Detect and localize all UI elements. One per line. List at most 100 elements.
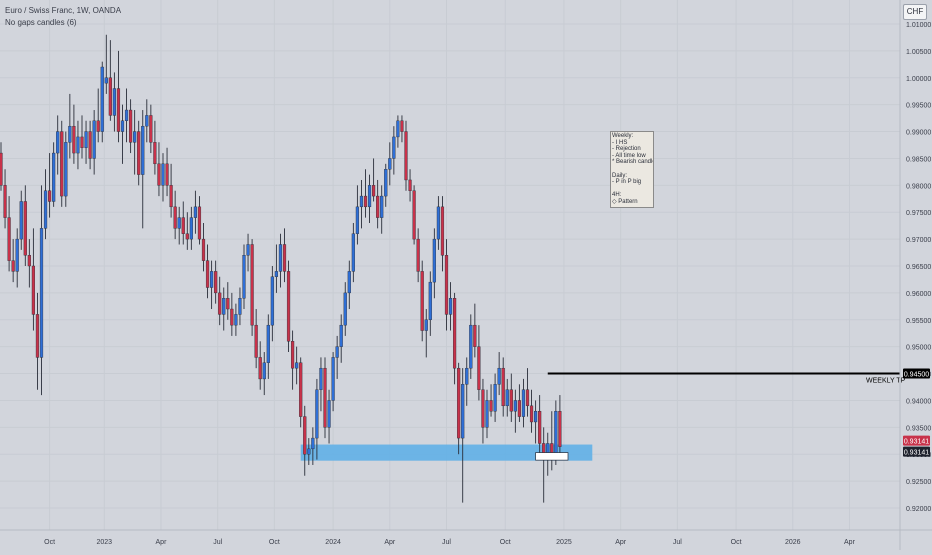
candle (525, 368, 530, 417)
candle-body (497, 367, 501, 385)
candle-body (193, 206, 197, 218)
time-axis[interactable]: Oct 2023 Apr Jul Oct 2024 Apr Jul Oct 2025 Apr Jul O… (0, 529, 932, 546)
time-tick-label: Jul (673, 539, 682, 546)
candle-body (145, 115, 149, 127)
candle (400, 115, 404, 143)
candle (112, 72, 116, 132)
candle (428, 271, 432, 336)
candle-body (218, 292, 222, 315)
candle-body (169, 185, 173, 208)
candle-body (558, 411, 562, 447)
highlight-box (535, 452, 569, 461)
candle-body (262, 362, 266, 380)
candle-body (116, 88, 121, 132)
price-tick-label: 0.92000 (906, 506, 931, 513)
candle-body (363, 195, 368, 208)
candle-body (189, 217, 193, 240)
candle (461, 368, 465, 503)
candle-body (205, 260, 210, 288)
close-price-label: 0.93141 (904, 450, 929, 457)
candle-body (327, 400, 331, 428)
tp-price-badge (903, 368, 930, 379)
candle (388, 142, 392, 186)
candle-body (355, 206, 359, 234)
candle-body (76, 136, 80, 154)
candle (505, 378, 509, 417)
candle-body (307, 448, 311, 455)
candle (214, 260, 218, 304)
candle-body (295, 362, 299, 369)
demand-zone (300, 444, 593, 461)
candle (0, 142, 3, 191)
candle-body (197, 206, 202, 240)
candle (497, 352, 501, 396)
candle-body (331, 357, 335, 401)
candle-body (432, 238, 436, 283)
note-line: - I HS (612, 139, 628, 146)
currency-badge[interactable]: CHF (903, 4, 927, 20)
candle (270, 266, 274, 342)
candle (185, 212, 189, 250)
candle (485, 389, 489, 439)
candle-body (149, 115, 153, 143)
candle (7, 196, 11, 272)
price-axis[interactable]: 1.01000 1.00500 1.00000 0.99500 0.99000 0.985… (899, 0, 931, 550)
candle-body (153, 142, 157, 165)
candle-body (529, 405, 534, 423)
note-line (612, 186, 652, 193)
candle (416, 228, 420, 283)
candle-body (311, 437, 315, 450)
candle (153, 120, 157, 175)
candle-body (92, 120, 96, 159)
candle (262, 352, 266, 396)
candle-body (335, 346, 339, 358)
time-tick-label: 2025 (556, 539, 572, 546)
indicator-label[interactable]: No gaps candles (6) (5, 18, 77, 27)
candle (509, 373, 513, 422)
candle-body (181, 217, 185, 234)
price-tick-label: 0.98500 (906, 156, 931, 163)
note-line (612, 166, 652, 173)
candle (299, 357, 303, 428)
price-tick-label: 0.95000 (906, 345, 931, 352)
last-price-badge (903, 435, 930, 446)
candle (448, 282, 453, 331)
candle (517, 384, 521, 422)
candle (396, 115, 400, 148)
candle-body (112, 88, 116, 116)
candle-body (270, 276, 274, 326)
candle-body (137, 131, 141, 175)
candle (534, 400, 538, 444)
candle (88, 120, 92, 170)
candle (311, 427, 315, 465)
candle-body (303, 416, 307, 455)
candle-body (23, 201, 27, 256)
candle-body (444, 255, 449, 315)
last-price-label: 0.93141 (904, 439, 929, 446)
candle-body (367, 185, 372, 208)
price-tick-label: 0.96500 (906, 264, 931, 271)
candle (23, 185, 27, 266)
candle (307, 438, 311, 465)
candle-body (493, 384, 497, 412)
candle-body (481, 389, 485, 428)
time-tick-label: 2024 (325, 539, 341, 546)
candle (128, 99, 133, 154)
candle-body (161, 163, 165, 186)
candle (440, 196, 445, 272)
candle-body (96, 120, 100, 132)
price-tick-label: 0.96000 (906, 291, 931, 298)
candle (189, 206, 193, 250)
analysis-note[interactable]: Weekly: - I HS - Rejection - All time low * … (610, 131, 654, 208)
candle (538, 395, 542, 455)
time-tick-label: Apr (156, 539, 168, 546)
time-tick-label: Apr (844, 539, 856, 546)
candle (149, 104, 153, 154)
candle (372, 158, 376, 202)
price-tick-label: 0.99000 (906, 130, 931, 137)
candle-body (11, 260, 15, 272)
symbol-title[interactable]: Euro / Swiss Franc, 1W, OANDA (5, 6, 122, 15)
candle-body (408, 179, 412, 191)
